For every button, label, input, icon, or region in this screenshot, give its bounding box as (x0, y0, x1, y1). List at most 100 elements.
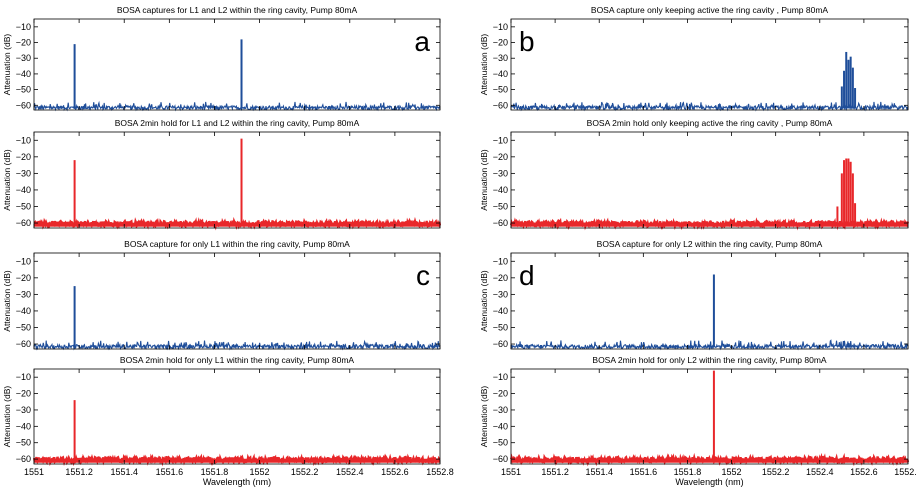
y-tick-label: −50 (493, 322, 508, 332)
x-tick-label: 1552.2 (291, 467, 319, 477)
x-tick-label: 1551.8 (201, 467, 229, 477)
y-tick-label: −30 (493, 289, 508, 299)
chart-title: BOSA 2min hold for only L1 within the ri… (120, 355, 355, 365)
y-tick-label: −10 (16, 22, 31, 32)
chart-title: BOSA 2min hold only keeping active the r… (587, 118, 833, 128)
y-tick-label: −60 (493, 339, 508, 349)
axes-frame (33, 252, 441, 350)
y-tick-label: −20 (493, 38, 508, 48)
y-tick-label: −40 (16, 306, 31, 316)
panel-label: d (519, 260, 535, 291)
chart-panel-1: −60 −50 −40 −30 −20 −10 BOSA captures for L1 a… (2, 5, 441, 112)
x-tick-label: 1552.6 (381, 467, 409, 477)
x-tick-label: 1551.4 (585, 467, 613, 477)
x-tick-label: 1552.4 (806, 467, 834, 477)
y-tick-label: −40 (16, 421, 31, 431)
y-tick-label: −30 (16, 168, 31, 178)
chart-title: BOSA capture for only L1 within the ring… (124, 239, 350, 249)
noise-floor-trace (510, 339, 909, 351)
y-tick-label: −40 (493, 185, 508, 195)
y-tick-label: −60 (16, 218, 31, 228)
y-tick-label: −60 (493, 100, 508, 110)
x-axis-label: Wavelength (nm) (675, 477, 743, 487)
panel-label: c (416, 260, 430, 291)
x-tick-label: 1551.6 (630, 467, 658, 477)
x-tick-label: 1552 (250, 467, 270, 477)
y-tick-label: −40 (16, 69, 31, 79)
y-tick-label: −20 (16, 389, 31, 399)
y-axis-label: Attenuation (dB) (479, 149, 489, 211)
y-axis-label: Attenuation (dB) (2, 149, 12, 211)
y-tick-label: −50 (493, 85, 508, 95)
y-tick-label: −50 (16, 438, 31, 448)
x-tick-label: 1551.6 (156, 467, 184, 477)
y-tick-label: −50 (16, 85, 31, 95)
x-tick-label: 1552.6 (850, 467, 878, 477)
y-tick-label: −40 (493, 306, 508, 316)
y-tick-label: −40 (493, 69, 508, 79)
chart-panel-8: −60 −50 −40 −30 −20 −10 1551 1551.2 1551.4 1551.6… (479, 355, 917, 487)
y-tick-label: −30 (493, 168, 508, 178)
axes-frame (510, 131, 909, 229)
y-axis-label: Attenuation (dB) (2, 386, 12, 448)
noise-floor-trace (33, 100, 441, 112)
y-tick-label: −10 (493, 256, 508, 266)
y-axis-label: Attenuation (dB) (479, 34, 489, 96)
y-tick-label: −20 (16, 273, 31, 283)
axes-frame (510, 368, 909, 465)
y-tick-label: −30 (16, 53, 31, 63)
chart-panel-2: −60 −50 −40 −30 −20 −10 BOSA 2min hold for L1 … (2, 118, 442, 231)
x-tick-label: 1551.2 (541, 467, 569, 477)
y-axis-label: Attenuation (dB) (2, 270, 12, 332)
noise-band (511, 222, 908, 227)
panel-label: b (519, 26, 535, 57)
chart-title: BOSA captures for L1 and L2 within the r… (117, 5, 358, 15)
y-axis-label: Attenuation (dB) (2, 34, 12, 96)
x-tick-label: 1551.8 (674, 467, 702, 477)
chart-title: BOSA 2min hold for only L2 within the ri… (592, 355, 827, 365)
axes-frame (33, 131, 441, 229)
y-tick-label: −20 (493, 389, 508, 399)
y-tick-label: −50 (16, 201, 31, 211)
y-tick-label: −60 (16, 454, 31, 464)
panel-label: a (414, 26, 430, 57)
chart-panel-5: −60 −50 −40 −30 −20 −10 BOSA capture for only … (2, 239, 441, 351)
chart-title: BOSA capture for only L2 within the ring… (597, 239, 823, 249)
x-tick-label: 1552.2 (762, 467, 790, 477)
chart-title: BOSA 2min hold for L1 and L2 within the … (115, 118, 360, 128)
y-tick-label: −20 (16, 152, 31, 162)
x-tick-label: 1551.2 (65, 467, 93, 477)
y-tick-label: −20 (493, 273, 508, 283)
chart-panel-6: −60 −50 −40 −30 −20 −10 1551 1551.2 1551.4 1551.6… (2, 355, 454, 487)
y-tick-label: −30 (493, 405, 508, 415)
y-tick-label: −10 (493, 22, 508, 32)
noise-floor-trace (33, 339, 441, 351)
y-axis-label: Attenuation (dB) (479, 270, 489, 332)
y-tick-label: −30 (16, 405, 31, 415)
axes-frame (33, 368, 441, 465)
chart-panel-4: −60 −50 −40 −30 −20 −10 BOSA 2min hold only ke… (479, 118, 910, 231)
y-tick-label: −60 (16, 339, 31, 349)
axes-frame (510, 18, 909, 111)
y-tick-label: −10 (16, 256, 31, 266)
y-tick-label: −20 (16, 38, 31, 48)
y-tick-label: −50 (493, 201, 508, 211)
y-tick-label: −10 (16, 135, 31, 145)
y-tick-label: −10 (16, 372, 31, 382)
y-tick-label: −60 (16, 100, 31, 110)
x-tick-label: 1551.4 (110, 467, 138, 477)
noise-band (34, 222, 440, 227)
y-tick-label: −10 (493, 135, 508, 145)
x-tick-label: 1552 (722, 467, 742, 477)
y-axis-label: Attenuation (dB) (479, 386, 489, 448)
axes-frame (33, 18, 441, 111)
y-tick-label: −30 (16, 289, 31, 299)
y-tick-label: −50 (16, 322, 31, 332)
y-tick-label: −40 (16, 185, 31, 195)
x-tick-label: 1552.8 (426, 467, 454, 477)
x-tick-label: 1551 (24, 467, 44, 477)
noise-band (34, 458, 440, 463)
x-tick-label: 1552.8 (894, 467, 917, 477)
y-tick-label: −30 (493, 53, 508, 63)
y-tick-label: −40 (493, 421, 508, 431)
